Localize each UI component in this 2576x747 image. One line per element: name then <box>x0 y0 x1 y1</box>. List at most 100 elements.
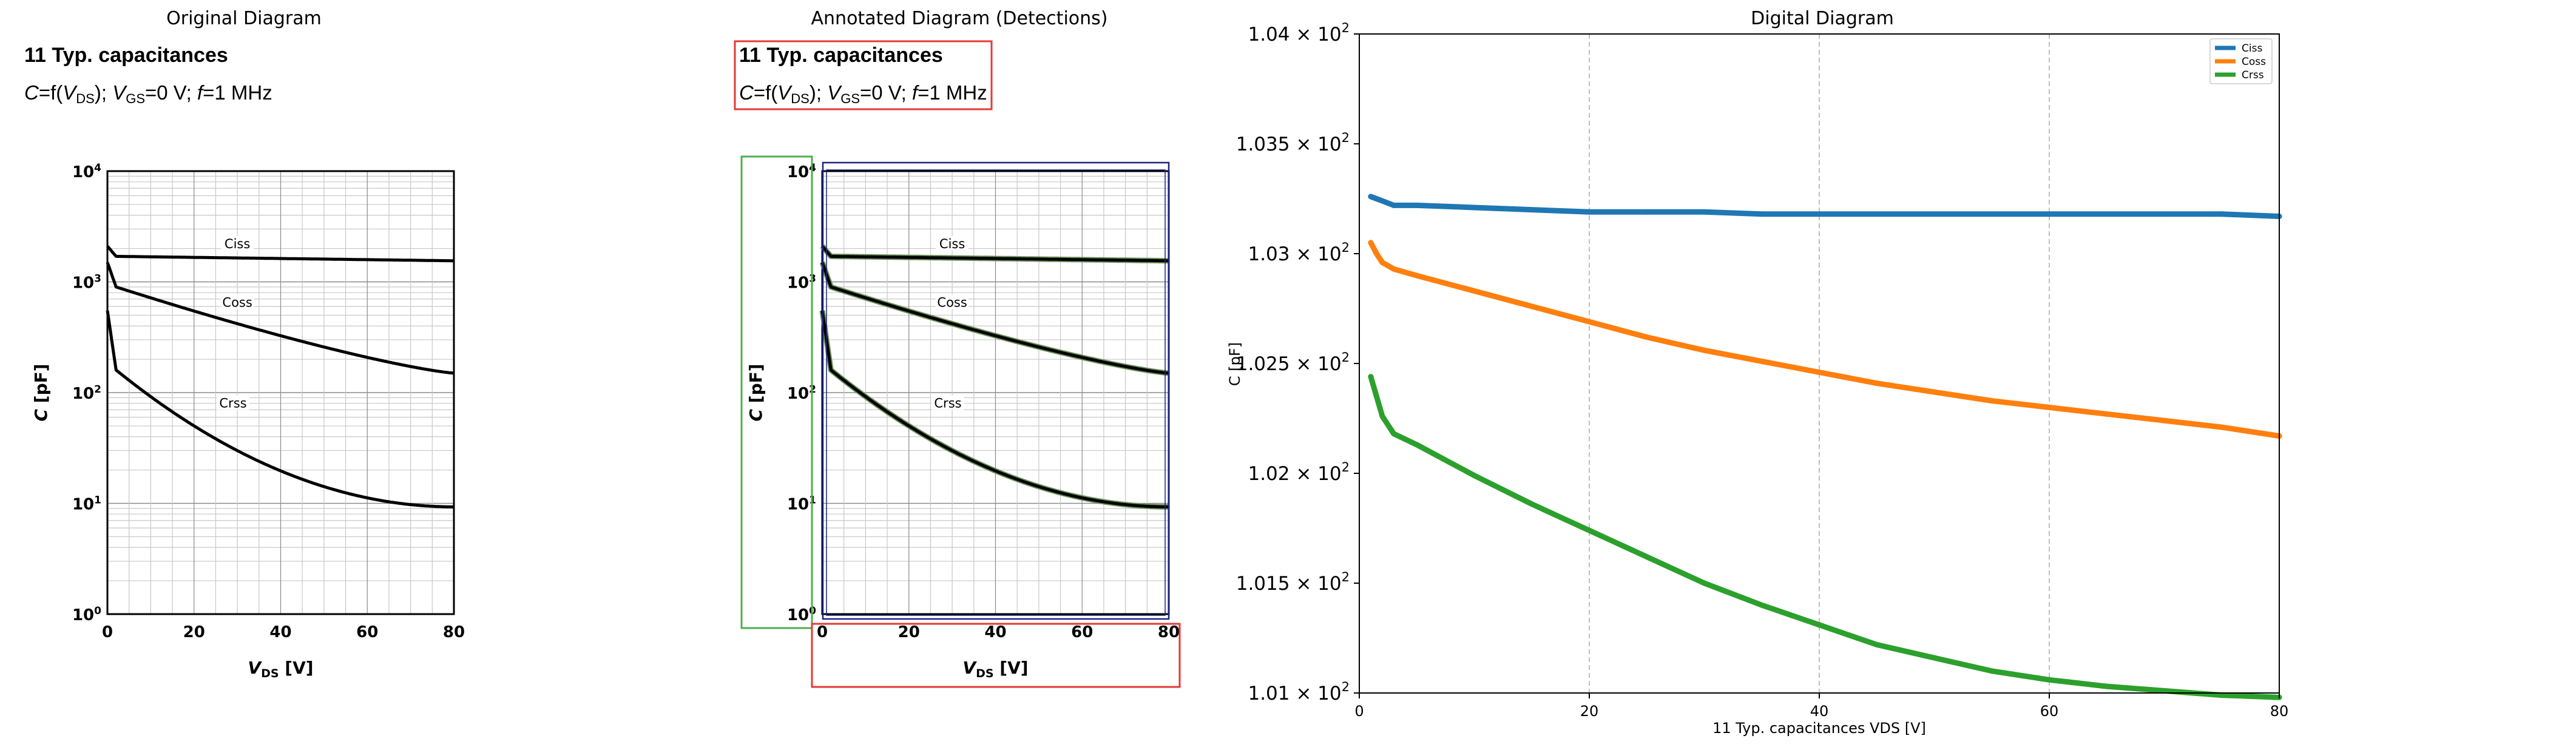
curve-crss <box>820 310 1169 509</box>
xtick-label: 60 <box>356 623 378 641</box>
data-point-crss <box>1529 501 1535 507</box>
curve-ciss <box>821 245 1169 263</box>
data-point-crss <box>1932 655 1937 661</box>
data-point-coss <box>1874 380 1880 387</box>
data-point-coss <box>1391 266 1397 272</box>
digital-grid <box>1589 34 2050 693</box>
detection-box-xaxis <box>811 623 1181 688</box>
curve-label-bg <box>936 235 969 251</box>
data-point-coss <box>1932 389 1937 395</box>
data-point-crss <box>1373 393 1379 399</box>
digital-ytick-label: 1.035 × 102 <box>1236 130 1350 155</box>
ytick-label: 100 <box>72 605 101 624</box>
data-point-crss <box>1759 602 1765 608</box>
detection-box-plot-inner <box>826 169 1166 616</box>
orig-heading: 11 Typ. capacitances <box>24 44 228 67</box>
data-point-coss <box>1529 303 1535 309</box>
data-point-ciss <box>1586 209 1592 215</box>
digital-series-group <box>1368 194 2282 700</box>
data-point-ciss <box>2046 211 2052 217</box>
xtick-label: 40 <box>984 623 1006 641</box>
data-point-coss <box>2046 404 2052 410</box>
xtick-label: 80 <box>1158 623 1180 641</box>
panel-title-digital: Digital Diagram <box>1751 8 1894 29</box>
digital-ytick-label: 1.01 × 102 <box>1248 680 1350 705</box>
xtick-label: 80 <box>443 623 465 641</box>
data-point-coss <box>1989 398 1995 404</box>
data-point-ciss <box>1368 194 1374 200</box>
curve-crss <box>106 310 455 509</box>
data-point-ciss <box>2219 211 2225 217</box>
data-point-coss <box>1368 240 1374 246</box>
digital-ytick-label: 1.015 × 102 <box>1236 570 1350 595</box>
data-point-coss <box>2219 424 2225 430</box>
digital-xtick-label: 0 <box>1354 703 1364 720</box>
digital-xtick-label: 20 <box>1580 703 1599 720</box>
data-point-ciss <box>2162 211 2167 217</box>
data-point-ciss <box>1529 207 1535 213</box>
detection-box-plot-outer <box>822 161 1170 620</box>
curve-label-coss: Coss <box>222 295 252 309</box>
xaxis-label: VDS [V] <box>962 658 1028 680</box>
xtick-label: 20 <box>898 623 920 641</box>
digital-xtick-label: 60 <box>2040 703 2059 720</box>
series-line-crss <box>1368 374 2282 700</box>
curve-label-ciss: Ciss <box>939 237 965 251</box>
curve-label-coss: Coss <box>937 295 967 309</box>
data-point-ciss <box>1702 209 1707 215</box>
data-point-crss <box>1379 413 1385 419</box>
series-line-ciss <box>1368 194 2282 219</box>
data-point-crss <box>1586 527 1592 533</box>
data-point-ciss <box>1816 211 1822 217</box>
data-point-coss <box>1816 370 1822 375</box>
data-point-coss <box>1414 272 1420 279</box>
xtick-label: 20 <box>183 623 205 641</box>
curve-label-bg <box>931 395 964 410</box>
curve-label-bg <box>221 294 254 309</box>
ytick-label: 103 <box>72 273 101 292</box>
curve-ciss <box>106 245 455 263</box>
digital-ytick-label: 1.04 × 102 <box>1248 21 1350 46</box>
data-point-ciss <box>1379 198 1385 204</box>
data-point-crss <box>2046 677 2052 683</box>
data-point-coss <box>1373 251 1379 257</box>
data-point-crss <box>2162 688 2167 694</box>
curve-label-crss: Crss <box>219 396 246 411</box>
data-point-ciss <box>2104 211 2110 217</box>
curve-label-crss: Crss <box>934 396 961 411</box>
yaxis-label: C [pF] <box>31 363 51 421</box>
data-point-crss <box>1391 431 1397 437</box>
curve-label-bg <box>216 395 249 410</box>
xtick-label: 0 <box>102 623 113 641</box>
curve-label-ciss: Ciss <box>225 237 250 251</box>
data-point-ciss <box>1644 209 1650 215</box>
original-diagram-panel: 11 Typ. capacitances C=f(VDS); VGS=0 V; … <box>24 44 465 680</box>
curve-coss <box>106 262 455 375</box>
data-point-coss <box>2162 417 2167 424</box>
data-point-ciss <box>1874 211 1880 217</box>
data-point-crss <box>1644 554 1650 560</box>
data-point-crss <box>1816 622 1822 628</box>
digital-xlabel: 11 Typ. capacitances VDS [V] <box>1712 720 1926 737</box>
data-point-ciss <box>1391 202 1397 208</box>
data-point-crss <box>1368 374 1374 380</box>
data-point-coss <box>2104 411 2110 417</box>
digital-ticks: 0 20 40 60 80 1.01 × 102 1.015 × 102 1.02 × 102… <box>1236 21 2289 720</box>
ytick-label: 101 <box>72 495 101 514</box>
data-point-ciss <box>1989 211 1995 217</box>
panel-title-original: Original Diagram <box>166 8 322 29</box>
xtick-label: 60 <box>1071 623 1093 641</box>
yaxis-label: C [pF] <box>746 363 766 421</box>
ytick-label: 104 <box>72 162 101 181</box>
annotated-diagram-panel: 11 Typ. capacitances C=f(VDS); VGS=0 V; … <box>734 40 1181 688</box>
anno-subtitle: C=f(VDS); VGS=0 V; f=1 MHz <box>739 81 987 106</box>
data-point-crss <box>1472 473 1477 479</box>
data-point-coss <box>1472 288 1477 294</box>
digital-ytick-label: 1.03 × 102 <box>1248 240 1350 265</box>
data-point-ciss <box>1373 196 1379 201</box>
ytick-label: 102 <box>72 384 101 403</box>
data-point-ciss <box>1759 211 1765 217</box>
